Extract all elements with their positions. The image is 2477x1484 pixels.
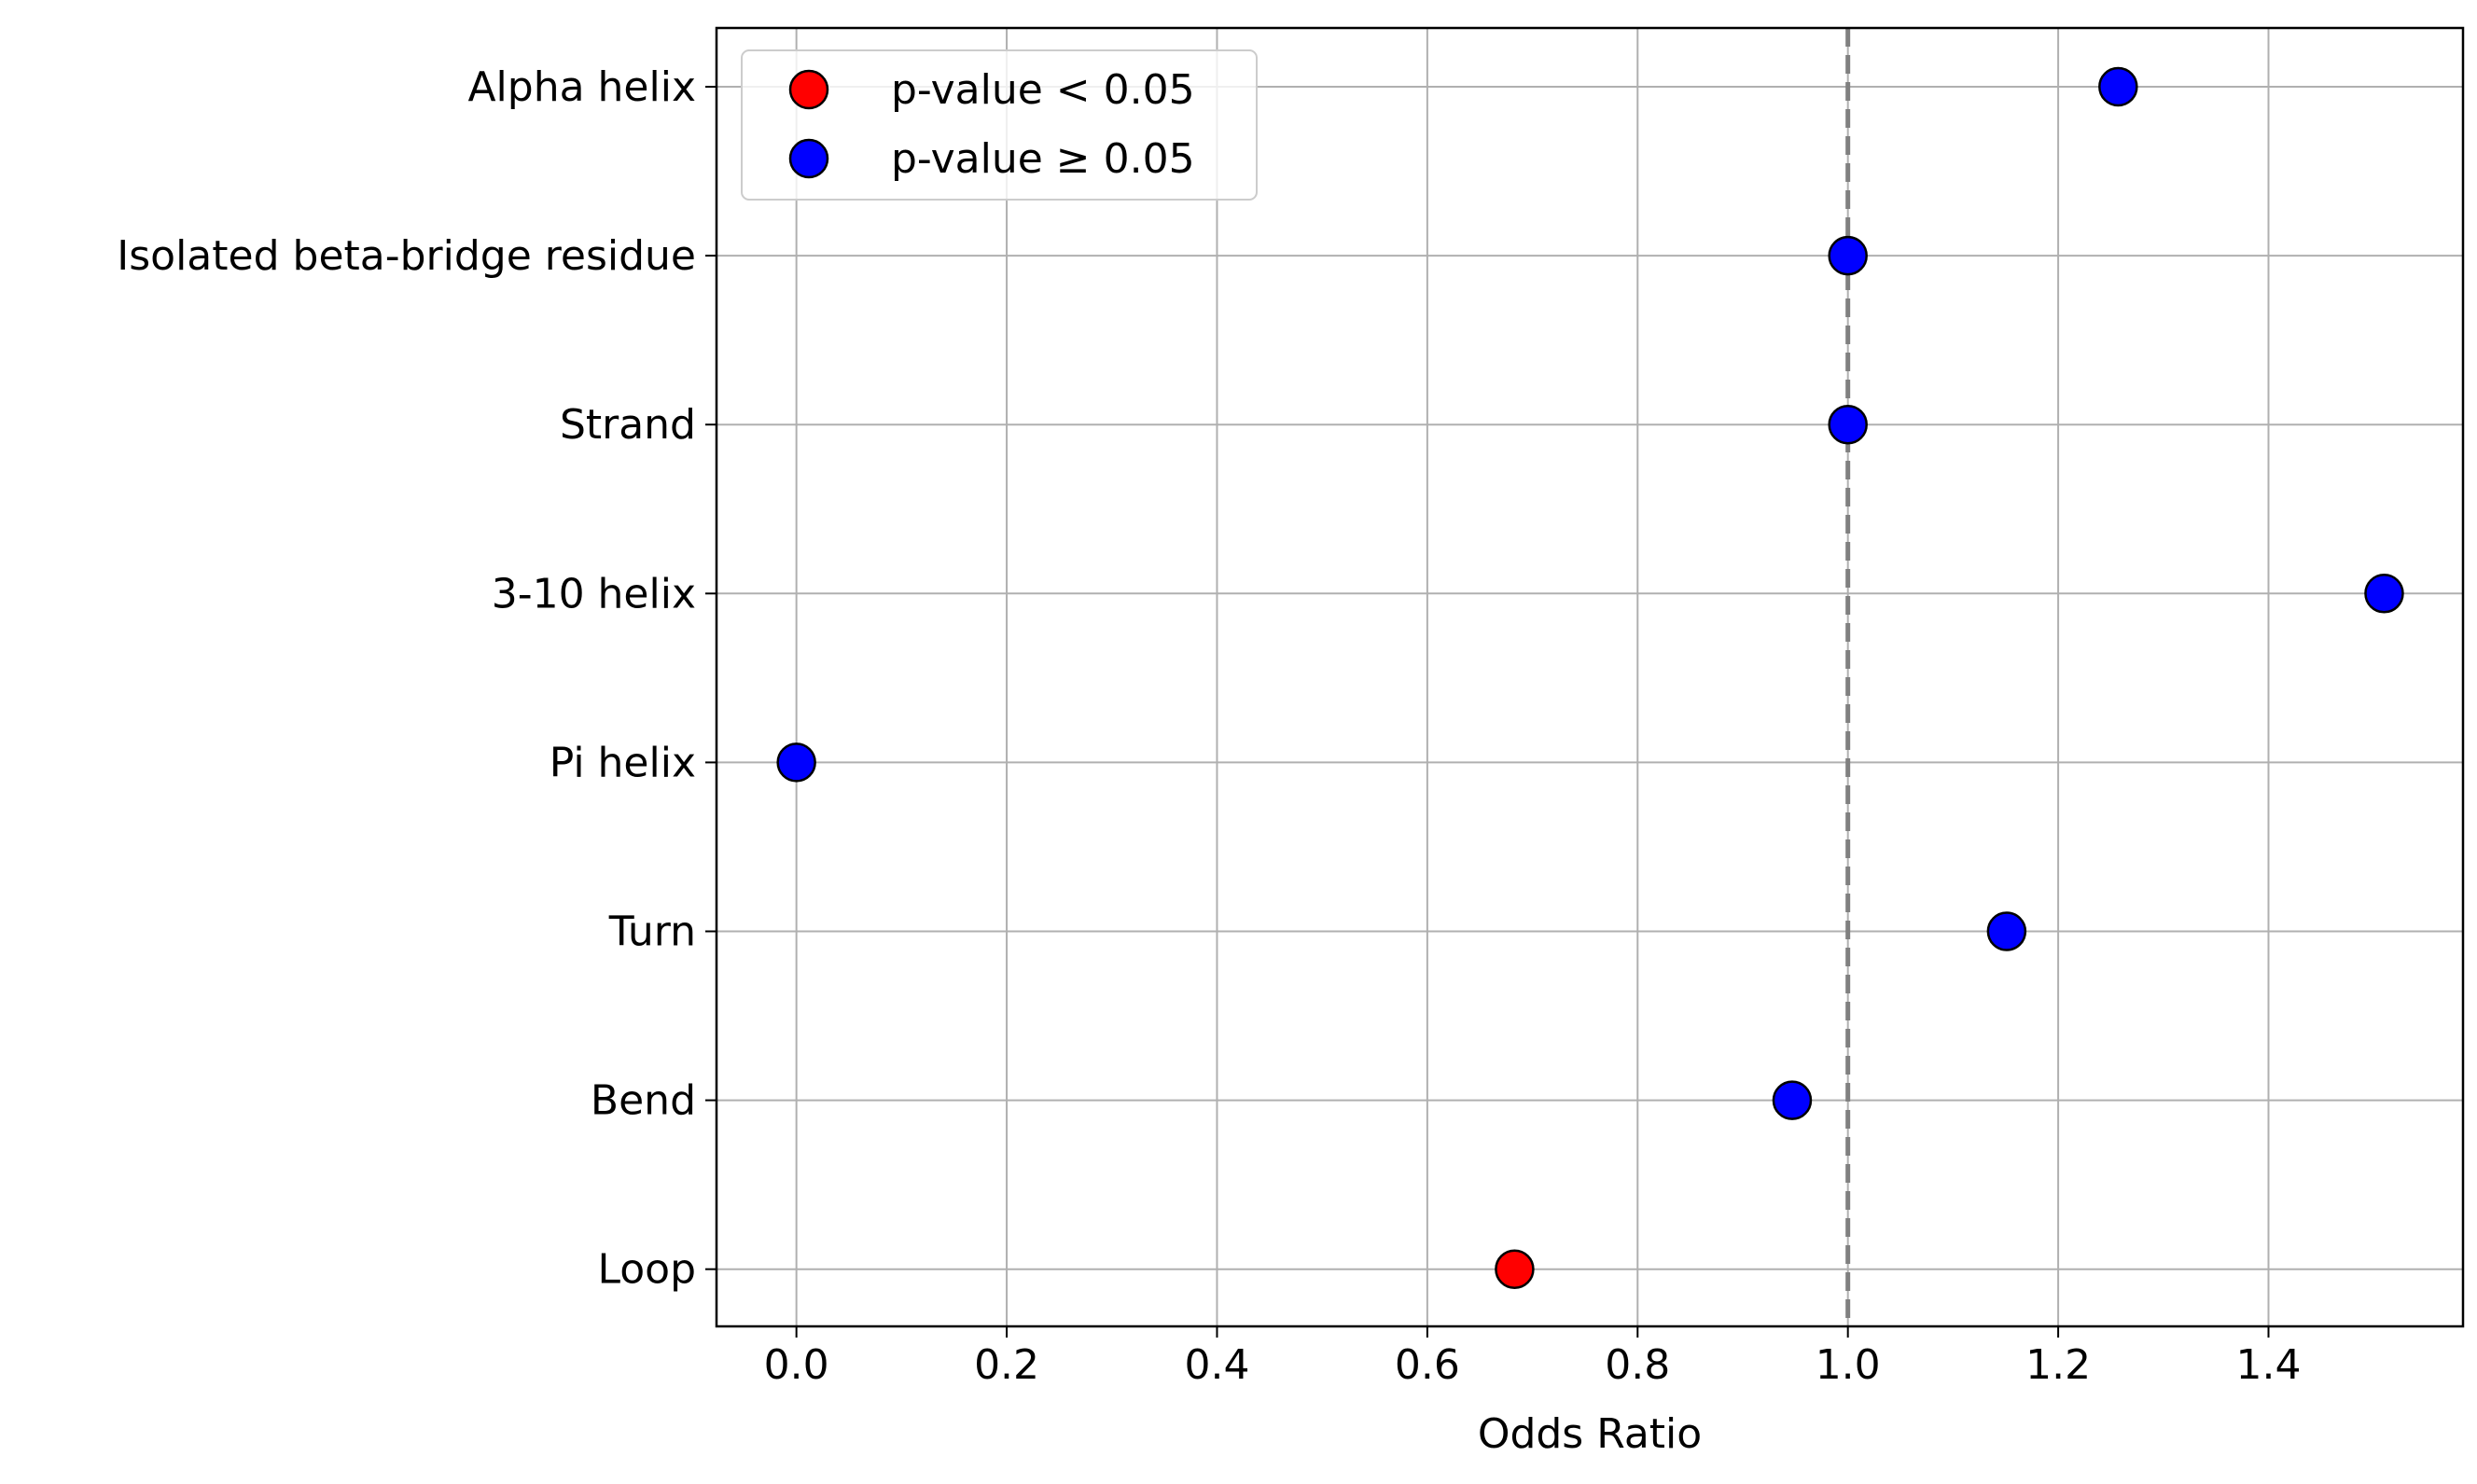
plot-frame [715, 26, 2465, 1328]
x-tick-label: 1.2 [2025, 1341, 2091, 1389]
legend-marker-significant [788, 69, 829, 110]
data-point [1986, 911, 2027, 951]
y-tick-label: Loop [597, 1246, 696, 1294]
data-point [1828, 404, 1868, 445]
legend-label-not-significant: p-value ≥ 0.05 [891, 135, 1195, 183]
data-point [1772, 1080, 1813, 1120]
x-tick-label: 1.0 [1816, 1341, 1881, 1389]
y-tick-label: Turn [608, 908, 696, 956]
x-tick-label: 0.8 [1605, 1341, 1670, 1389]
legend-label-significant: p-value < 0.05 [891, 66, 1195, 114]
y-tick-label: Strand [560, 401, 696, 449]
legend: p-value < 0.05 p-value ≥ 0.05 [741, 49, 1258, 201]
x-tick-label: 0.0 [764, 1341, 829, 1389]
data-points [776, 66, 2404, 1289]
x-axis-label: Odds Ratio [1478, 1410, 1702, 1458]
x-tick-label: 1.4 [2236, 1341, 2302, 1389]
x-axis-ticks: 0.0 0.2 0.4 0.6 0.8 1.0 1.2 1.4 [764, 1326, 2302, 1389]
y-tick-label: Alpha helix [467, 63, 696, 111]
data-point [1495, 1249, 1535, 1289]
data-point [776, 742, 816, 783]
legend-marker-not-significant [788, 138, 829, 179]
y-tick-label: Bend [591, 1077, 696, 1125]
y-tick-label: Pi helix [550, 739, 696, 786]
x-tick-label: 0.2 [974, 1341, 1039, 1389]
x-tick-label: 0.4 [1184, 1341, 1249, 1389]
data-point [2098, 66, 2138, 107]
data-point [1828, 235, 1868, 276]
y-tick-label: 3-10 helix [492, 570, 696, 617]
data-point [2364, 574, 2404, 614]
y-axis-ticks: Alpha helix Isolated beta-bridge residue S… [117, 63, 717, 1294]
y-tick-label: Isolated beta-bridge residue [117, 232, 696, 280]
x-tick-label: 0.6 [1395, 1341, 1460, 1389]
legend-box [741, 49, 1258, 201]
